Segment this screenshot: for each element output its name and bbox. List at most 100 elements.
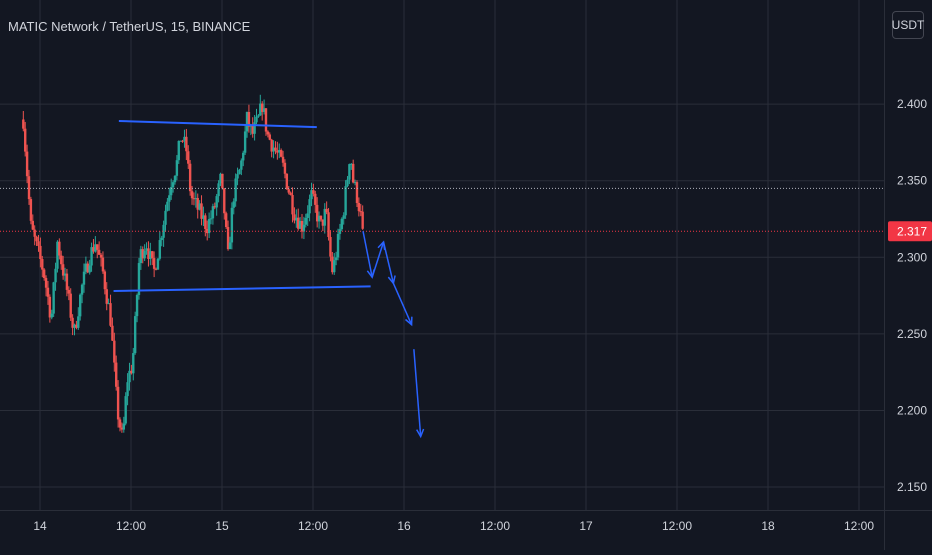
projection-arrow-2[interactable] [382,241,395,284]
candle-body [103,271,107,290]
candle-body [270,139,273,152]
candle-body [31,220,34,230]
price-labels: 2.317 [888,221,932,242]
candle-body [133,316,137,354]
candle-body [283,162,287,174]
candle-body [46,287,50,297]
candle-body [308,199,311,214]
candle-body [82,271,86,285]
candle-body [259,103,262,116]
candle-body [158,240,162,259]
candle-body [346,179,349,187]
candle-body [69,293,72,318]
candle-body [139,249,143,264]
candle-body [224,213,228,228]
candle-body [293,214,296,221]
candle-body [333,260,336,273]
last-price-badge [888,221,932,242]
candle-body [120,427,124,430]
candle-body [315,204,319,222]
candle-body [169,187,173,196]
candle-body [116,386,120,420]
candle-body [317,215,321,222]
candle-body [257,115,260,117]
candle-body [298,220,302,229]
candle-body [342,215,345,219]
candle-body [247,112,251,127]
candle-body [279,150,283,157]
candles [22,94,364,433]
candle-body [171,182,175,188]
last-price-label: 2.317 [897,224,927,238]
candle-body [113,340,116,363]
candle-body [86,263,89,273]
candle-body [137,263,141,296]
candle-body [22,119,25,129]
price-levels [0,187,884,232]
candle-body [336,233,340,258]
candle-body [25,151,29,177]
candle-body [278,150,281,153]
candle-body [101,257,105,272]
candle-body [185,136,188,152]
candle-body [242,152,245,161]
projection-arrow-0[interactable] [362,231,373,278]
projection-arrowhead-3 [405,316,413,327]
candle-body [281,156,285,163]
candle-body [260,103,264,112]
candle-body [92,247,95,252]
resistance-trendline[interactable] [118,119,317,129]
projection-arrow-4[interactable] [413,349,422,437]
candle-body [175,160,179,176]
candle-body [141,249,144,259]
candle-body [90,247,93,266]
candle-body [289,192,292,195]
projection-arrow-1[interactable] [371,241,385,278]
projection-arrow-3[interactable] [392,283,413,325]
candle-body [287,189,290,193]
candle-body [196,198,199,210]
candle-body [177,141,180,161]
candle-body [198,203,201,210]
candle-body [304,217,307,225]
candle-body [145,248,148,251]
candle-body [35,236,38,242]
x-tick-label: 12:00 [662,519,692,533]
candle-body [33,229,36,237]
candle-body [285,173,289,190]
candle-body [350,163,353,165]
drawings[interactable] [113,119,425,439]
candle-body [88,265,91,273]
x-tick-label: 12:00 [480,519,510,533]
candle-body [58,241,61,256]
candle-body [204,215,207,229]
candle-body [192,198,196,200]
candle-body [255,116,258,123]
candle-body [221,173,224,189]
y-tick-label: 2.150 [897,480,927,494]
candle-body [160,237,163,241]
x-tick-label: 12:00 [116,519,146,533]
candle-body [236,174,239,179]
candle-body [361,211,364,229]
candle-body [219,173,222,184]
candle-body [194,198,198,200]
candle-body [166,201,169,211]
candle-body [132,353,135,374]
y-tick-label: 2.200 [897,403,927,417]
candle-body [276,150,279,153]
candle-body [359,211,362,213]
candle-body [94,244,97,252]
candle-body [266,131,270,135]
candle-body [319,215,323,220]
candle-body [143,250,146,259]
support-trendline[interactable] [113,285,371,292]
currency-button[interactable]: USDT [892,11,924,39]
candle-body [80,284,84,295]
candle-body [348,164,351,180]
candle-body [130,370,133,374]
x-tick-label: 17 [579,519,593,533]
